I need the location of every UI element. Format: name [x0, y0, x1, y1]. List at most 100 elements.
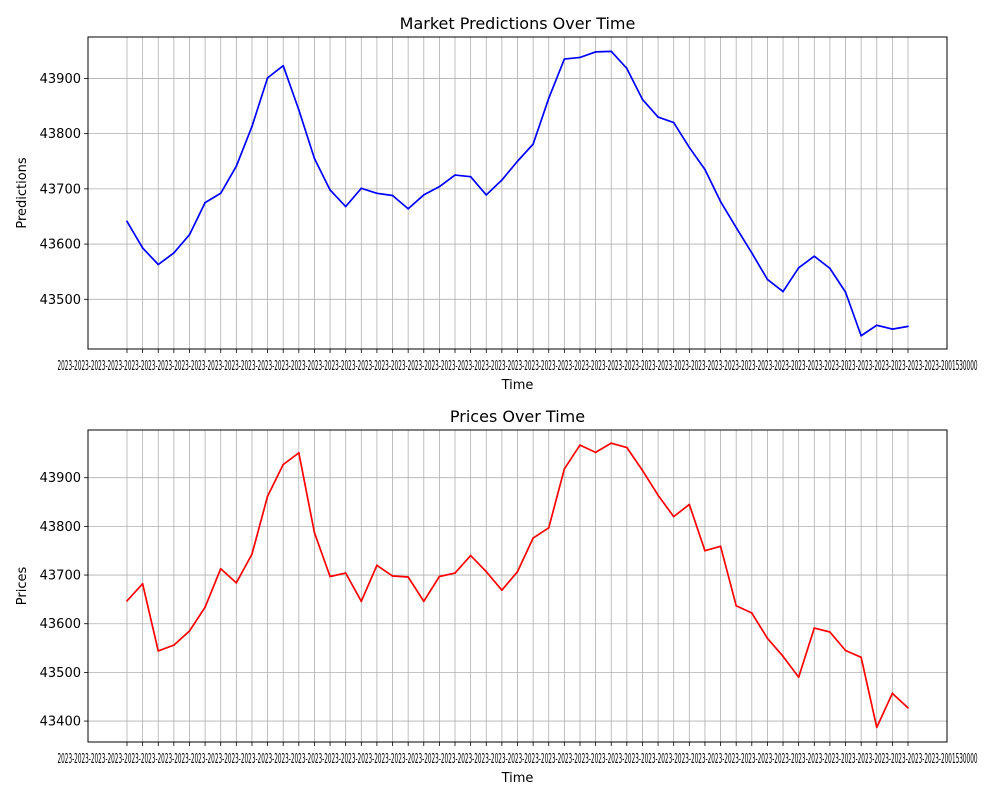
data-point: [657, 116, 659, 118]
data-point: [594, 51, 597, 53]
data-point: [672, 515, 675, 518]
data-point: [157, 650, 160, 652]
data-point: [485, 194, 488, 196]
data-point: [797, 676, 800, 679]
data-point: [469, 554, 472, 557]
data-point: [500, 179, 503, 181]
y-tick-label: 43600: [40, 617, 81, 632]
data-point: [188, 233, 191, 236]
data-point: [563, 468, 566, 470]
y-tick-label: 43800: [40, 127, 81, 142]
data-point: [313, 157, 316, 160]
data-point: [469, 175, 472, 178]
data-point: [329, 189, 331, 191]
data-point: [688, 146, 691, 149]
data-point: [750, 252, 753, 254]
data-point: [344, 205, 347, 208]
data-point: [141, 582, 144, 585]
data-point: [407, 576, 410, 578]
y-tick-label: 43500: [40, 666, 81, 681]
x-tick-labels: 2023-2023-2023-2023-2023-2023-2023-2023-…: [58, 752, 978, 767]
data-point: [719, 545, 722, 548]
data-point: [391, 575, 394, 577]
data-point: [500, 589, 503, 592]
data-point: [813, 627, 816, 629]
y-tick-label: 43500: [40, 293, 81, 308]
y-tick-label: 43600: [40, 238, 81, 253]
data-point: [297, 451, 300, 454]
data-point: [126, 599, 128, 602]
data-point: [782, 655, 784, 658]
data-point: [594, 451, 597, 454]
data-point: [219, 192, 222, 195]
data-point: [891, 328, 894, 331]
data-point: [625, 67, 628, 70]
data-point: [625, 446, 628, 449]
data-point: [875, 324, 878, 327]
data-point: [157, 263, 160, 266]
data-point: [204, 201, 207, 204]
data-point: [485, 570, 488, 573]
data-point: [297, 108, 300, 111]
x-tick-labels: 2023-2023-2023-2023-2023-2023-2023-2023-…: [58, 359, 978, 374]
data-point: [610, 50, 613, 53]
data-point: [532, 537, 535, 539]
data-point: [860, 656, 863, 659]
y-axis-ticks: 43500 43600 43700 43800 43900: [40, 72, 88, 308]
data-point: [126, 220, 128, 223]
data-point: [688, 503, 691, 506]
data-point: [829, 267, 831, 270]
x-axis-label: Time: [501, 771, 534, 786]
data-point: [532, 143, 535, 146]
data-point: [219, 567, 222, 570]
data-point: [891, 692, 894, 695]
data-point: [766, 278, 769, 281]
y-axis-label: Prices: [15, 567, 30, 606]
series-line-group: [126, 50, 909, 337]
data-point: [454, 174, 456, 176]
data-point: [422, 194, 425, 196]
data-point: [329, 575, 331, 578]
y-tick-label: 43900: [40, 471, 81, 486]
data-point: [251, 125, 253, 128]
data-point: [172, 252, 175, 254]
data-point: [875, 726, 878, 729]
data-point: [797, 266, 800, 269]
y-tick-label: 43900: [40, 72, 81, 87]
data-point: [704, 549, 706, 552]
data-point: [657, 494, 659, 497]
data-point: [579, 444, 581, 446]
data-point: [360, 187, 363, 190]
data-point: [141, 247, 144, 249]
x-axis-ticks: [126, 349, 909, 353]
data-point: [391, 194, 394, 197]
series-line-group: [126, 442, 909, 729]
data-point: [860, 334, 863, 337]
data-point: [251, 553, 253, 556]
grid: [88, 37, 947, 349]
data-point: [579, 56, 581, 59]
data-point: [547, 526, 550, 529]
data-point: [907, 325, 909, 328]
data-point: [188, 630, 191, 632]
data-point: [704, 168, 706, 171]
data-point: [641, 98, 644, 101]
data-point: [313, 531, 316, 534]
chart-title: Prices Over Time: [450, 407, 585, 426]
data-point: [407, 207, 410, 210]
y-axis-ticks: 43400 43500 43600 43700 43800 43900: [40, 471, 88, 730]
data-point: [516, 160, 519, 163]
data-point: [376, 192, 378, 195]
predictions-chart: Market Predictions Over Time 43500436004…: [15, 14, 978, 393]
data-point: [782, 290, 784, 293]
data-point: [235, 581, 238, 584]
data-point: [610, 442, 613, 445]
data-point: [813, 255, 816, 258]
data-point: [266, 76, 269, 79]
y-tick-label: 43800: [40, 520, 81, 535]
data-point: [735, 226, 738, 229]
data-point: [454, 572, 456, 574]
data-point: [672, 121, 675, 124]
data-point: [844, 291, 847, 294]
data-point: [829, 631, 831, 633]
